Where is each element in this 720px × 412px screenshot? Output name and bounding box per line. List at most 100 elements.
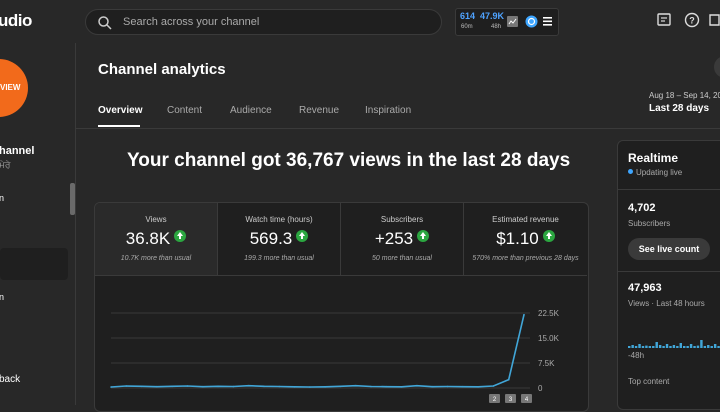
realtime-bar [665, 344, 669, 348]
views-line-chart[interactable]: 22.5K 15.0K 7.5K 0 2 3 4 [95, 298, 589, 412]
help-icon[interactable]: ? [684, 12, 700, 28]
views-point [217, 385, 219, 388]
stats-widget[interactable]: 614 60m 47.9K 48h [455, 8, 559, 36]
realtime-bar [672, 345, 676, 348]
views-point [400, 386, 403, 388]
y-tick-label: 7.5K [538, 359, 555, 368]
see-live-count-button[interactable]: See live count [628, 238, 710, 260]
arrow-up-icon [417, 230, 430, 242]
views-point [370, 385, 372, 388]
realtime-bar [641, 346, 645, 348]
sidebar-scrollbar[interactable] [70, 183, 75, 215]
date-period-select[interactable]: Last 28 days [649, 103, 710, 114]
metric-subscribers[interactable]: Subscribers +253 50 more than usual [341, 203, 464, 276]
metric-comparison: 10.7K more than usual [120, 255, 192, 262]
realtime-subscribers-label: Subscribers [628, 219, 671, 228]
page-title: Channel analytics [98, 61, 226, 78]
views-point [171, 385, 173, 388]
x-marker[interactable]: 3 [505, 394, 516, 403]
views-point [446, 385, 449, 388]
stats-label-48h: 48h [491, 24, 502, 30]
metric-value: $1.10 [496, 229, 539, 248]
sidebar-item[interactable]: n [0, 193, 5, 203]
realtime-views-value: 47,963 [628, 282, 662, 294]
views-point [385, 385, 388, 388]
metric-value: +253 [374, 229, 414, 248]
views-point [232, 385, 235, 388]
metric-comparison: 570% more than previous 28 days [472, 255, 579, 262]
overview-card: Views 36.8K 10.7K more than usual Watch … [94, 202, 589, 412]
views-point [462, 385, 464, 388]
views-point [477, 386, 479, 388]
svg-text:4: 4 [525, 397, 529, 403]
metric-comparison: 199.3 more than usual [244, 255, 314, 262]
realtime-bar [700, 340, 703, 348]
metric-watch-time[interactable]: Watch time (hours) 569.3 199.3 more than… [218, 203, 341, 276]
date-range[interactable]: Aug 18 – Sep 14, 20 [649, 91, 720, 100]
tab-audience[interactable]: Audience [230, 105, 272, 116]
realtime-bar [679, 343, 682, 348]
metric-revenue[interactable]: Estimated revenue $1.10 570% more than p… [464, 203, 587, 276]
search-input[interactable]: Search across your channel [123, 16, 260, 28]
realtime-status: Updating live [628, 168, 682, 177]
y-tick-label: 0 [538, 384, 543, 393]
realtime-bar [689, 344, 693, 348]
channel-avatar[interactable]: VIEW [0, 59, 28, 117]
views-point [293, 386, 296, 388]
sidebar: VIEW hannel ਮੇਰੇ n n back [0, 43, 76, 405]
realtime-bar [693, 346, 696, 348]
realtime-bar [696, 345, 700, 348]
top-bar: udio Search across your channel 614 60m … [0, 0, 720, 43]
studio-logo[interactable]: udio [0, 11, 32, 30]
stats-value-60m: 614 [460, 11, 476, 21]
arrow-up-icon [296, 230, 309, 242]
views-point [339, 385, 342, 388]
metric-label: Views [145, 215, 167, 224]
feedback-icon[interactable] [657, 13, 671, 27]
realtime-bar [676, 346, 679, 348]
y-tick-label: 15.0K [538, 334, 560, 343]
realtime-status-text: Updating live [636, 168, 683, 177]
sidebar-item-feedback[interactable]: back [0, 374, 21, 385]
realtime-card: Realtime Updating live 4,702 Subscribers… [617, 140, 720, 410]
realtime-bar [713, 344, 717, 348]
advanced-mode-button[interactable] [714, 56, 720, 78]
realtime-bar [631, 345, 634, 348]
y-tick-label: 22.5K [538, 309, 560, 318]
x-marker[interactable]: 4 [521, 394, 532, 403]
tab-revenue[interactable]: Revenue [299, 105, 340, 116]
metric-label: Estimated revenue [492, 215, 559, 224]
realtime-bar [645, 345, 648, 348]
sidebar-item-analytics-active[interactable] [0, 248, 68, 280]
realtime-bar [634, 346, 638, 348]
top-content-label: Top content [628, 377, 670, 386]
tab-overview[interactable]: Overview [98, 105, 143, 116]
realtime-bar [648, 346, 652, 348]
realtime-bar [710, 346, 713, 348]
metric-views[interactable]: Views 36.8K 10.7K more than usual [95, 203, 218, 276]
metric-label: Watch time (hours) [245, 215, 313, 224]
metric-label: Subscribers [380, 215, 424, 224]
views-point [278, 385, 281, 388]
sidebar-item[interactable]: n [0, 292, 5, 302]
menu-icon[interactable] [543, 16, 553, 27]
realtime-bar-chart[interactable] [628, 326, 720, 348]
tab-content[interactable]: Content [167, 105, 203, 116]
views-point [354, 384, 357, 387]
more-icon[interactable] [709, 12, 720, 28]
views-point [507, 378, 510, 381]
tab-divider [76, 128, 720, 129]
avatar-text: VIEW [0, 83, 21, 92]
realtime-bar [707, 345, 710, 348]
search-bar[interactable]: Search across your channel [85, 9, 442, 35]
channel-name: hannel [0, 145, 35, 157]
realtime-bar [652, 346, 655, 348]
tab-inspiration[interactable]: Inspiration [365, 105, 412, 116]
x-marker[interactable]: 2 [489, 394, 500, 403]
arrow-up-icon [174, 230, 187, 242]
views-point [140, 385, 143, 388]
globe-icon [525, 15, 538, 28]
views-point [156, 385, 158, 388]
realtime-bar [717, 346, 720, 348]
search-icon [98, 16, 112, 30]
